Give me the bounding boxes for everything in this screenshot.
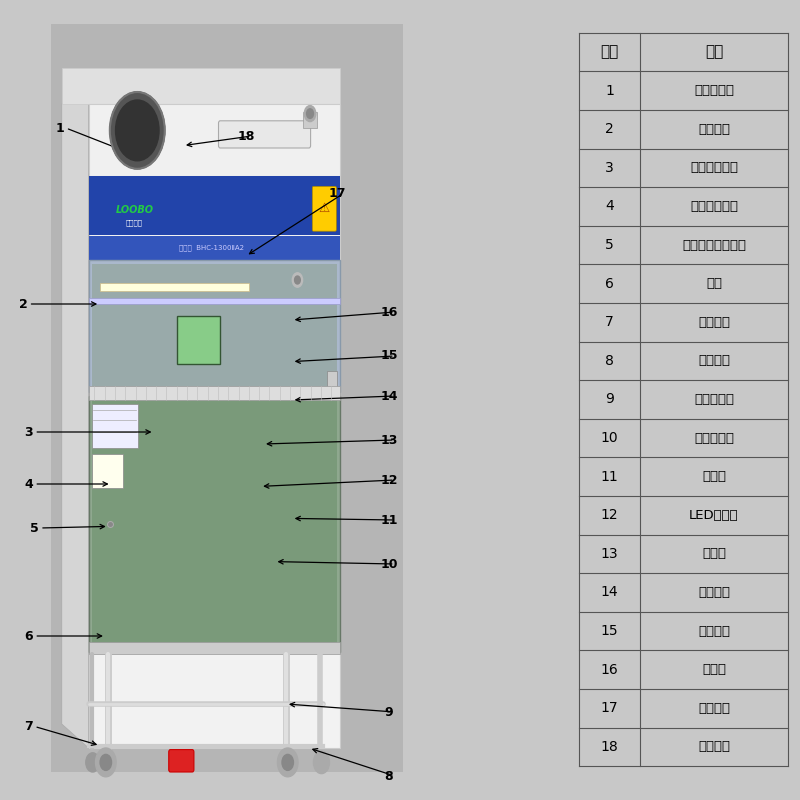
Bar [62, 68, 340, 104]
Text: 2: 2 [18, 298, 27, 310]
Text: 7: 7 [605, 315, 614, 330]
Text: 玻璃门电机: 玻璃门电机 [694, 393, 734, 406]
Text: 13: 13 [601, 547, 618, 561]
Bar [91, 400, 338, 648]
Text: 16: 16 [601, 662, 618, 677]
Circle shape [306, 109, 314, 118]
Text: 6: 6 [605, 277, 614, 290]
Text: 脚踏开关: 脚踏开关 [698, 740, 730, 754]
Text: 17: 17 [329, 187, 346, 200]
Text: 14: 14 [380, 390, 398, 402]
Circle shape [294, 276, 300, 284]
Text: 4: 4 [605, 199, 614, 214]
Text: 进气栅格: 进气栅格 [698, 625, 730, 638]
Bar [89, 104, 340, 176]
Text: 10: 10 [380, 558, 398, 570]
Text: 序号: 序号 [600, 45, 618, 59]
Text: 9: 9 [605, 393, 614, 406]
Text: 12: 12 [601, 508, 618, 522]
Text: 保险管座: 保险管座 [698, 354, 730, 367]
Bar [89, 642, 340, 654]
Text: LOOBO: LOOBO [115, 205, 154, 214]
Bar [91, 454, 123, 488]
Bar [89, 386, 340, 400]
Text: LED照明灯: LED照明灯 [690, 509, 739, 522]
Bar [89, 298, 340, 304]
Circle shape [100, 754, 111, 770]
Circle shape [86, 753, 99, 772]
Text: 7: 7 [24, 720, 33, 733]
Bar [327, 371, 338, 394]
Text: 集液槽: 集液槽 [702, 663, 726, 676]
Text: 13: 13 [380, 434, 398, 446]
Text: 3: 3 [605, 161, 614, 175]
Bar [51, 24, 403, 772]
Bar [91, 264, 338, 388]
Bar [178, 316, 220, 364]
Text: 排气管法兰: 排气管法兰 [694, 84, 734, 97]
FancyBboxPatch shape [218, 121, 310, 148]
Bar [303, 112, 318, 128]
Text: 17: 17 [601, 702, 618, 715]
Text: 1: 1 [56, 122, 65, 134]
Bar [89, 260, 340, 392]
Bar [89, 396, 340, 652]
Text: 防水插座: 防水插座 [698, 586, 730, 599]
Text: 紫外灯: 紫外灯 [702, 547, 726, 560]
Circle shape [304, 106, 316, 122]
Text: 1: 1 [605, 84, 614, 98]
Circle shape [292, 273, 302, 287]
Text: 3: 3 [24, 426, 33, 438]
Bar [91, 404, 138, 448]
Text: 电源锁: 电源锁 [702, 470, 726, 483]
Text: 14: 14 [601, 586, 618, 599]
Text: 柜体外壳: 柜体外壳 [698, 122, 730, 136]
Bar [89, 236, 340, 260]
Text: 15: 15 [380, 350, 398, 362]
Circle shape [115, 100, 159, 161]
Text: 5: 5 [605, 238, 614, 252]
Circle shape [95, 748, 116, 777]
Polygon shape [62, 104, 89, 748]
Circle shape [314, 751, 330, 774]
Text: 福马脚轮: 福马脚轮 [698, 316, 730, 329]
FancyBboxPatch shape [312, 186, 336, 231]
Bar [100, 283, 249, 291]
Text: 16: 16 [380, 306, 398, 318]
Polygon shape [89, 104, 340, 748]
Bar [89, 176, 340, 235]
Text: 15: 15 [601, 624, 618, 638]
Text: 18: 18 [238, 130, 254, 142]
Text: 8: 8 [605, 354, 614, 368]
Text: 底座: 底座 [706, 277, 722, 290]
Circle shape [278, 748, 298, 777]
Text: 名称: 名称 [705, 45, 723, 59]
Text: 6: 6 [24, 630, 33, 642]
Text: 10: 10 [601, 431, 618, 445]
Text: 华明源  BHC-1300ⅡA2: 华明源 BHC-1300ⅡA2 [179, 245, 244, 251]
Text: 9: 9 [385, 706, 394, 718]
Text: 11: 11 [601, 470, 618, 484]
Text: 18: 18 [601, 740, 618, 754]
Circle shape [110, 92, 165, 169]
Text: 前窗玻璃: 前窗玻璃 [698, 702, 730, 714]
Circle shape [282, 754, 294, 770]
Text: 液晶显示屏: 液晶显示屏 [694, 431, 734, 445]
Text: 8: 8 [385, 770, 394, 782]
Text: 4: 4 [24, 478, 33, 490]
Text: ⚠: ⚠ [318, 202, 330, 214]
Text: 路博环保: 路博环保 [126, 219, 143, 226]
Text: 2: 2 [605, 122, 614, 136]
Text: 水、气龙头预留孔: 水、气龙头预留孔 [682, 238, 746, 251]
Text: 产品铭牌标贴: 产品铭牌标贴 [690, 162, 738, 174]
Text: 5: 5 [30, 522, 38, 534]
Text: 操作说明标贴: 操作说明标贴 [690, 200, 738, 213]
FancyBboxPatch shape [169, 750, 194, 772]
Text: 12: 12 [380, 474, 398, 486]
Text: 11: 11 [380, 514, 398, 526]
